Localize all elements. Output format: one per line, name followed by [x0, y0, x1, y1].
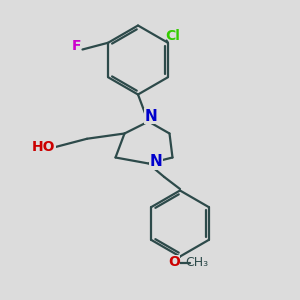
Text: CH₃: CH₃: [185, 256, 208, 269]
Text: N: N: [150, 154, 162, 169]
Text: N: N: [145, 109, 157, 124]
Text: O: O: [168, 256, 180, 269]
Text: Cl: Cl: [165, 29, 180, 43]
Text: HO: HO: [32, 140, 55, 154]
Text: F: F: [72, 40, 81, 53]
